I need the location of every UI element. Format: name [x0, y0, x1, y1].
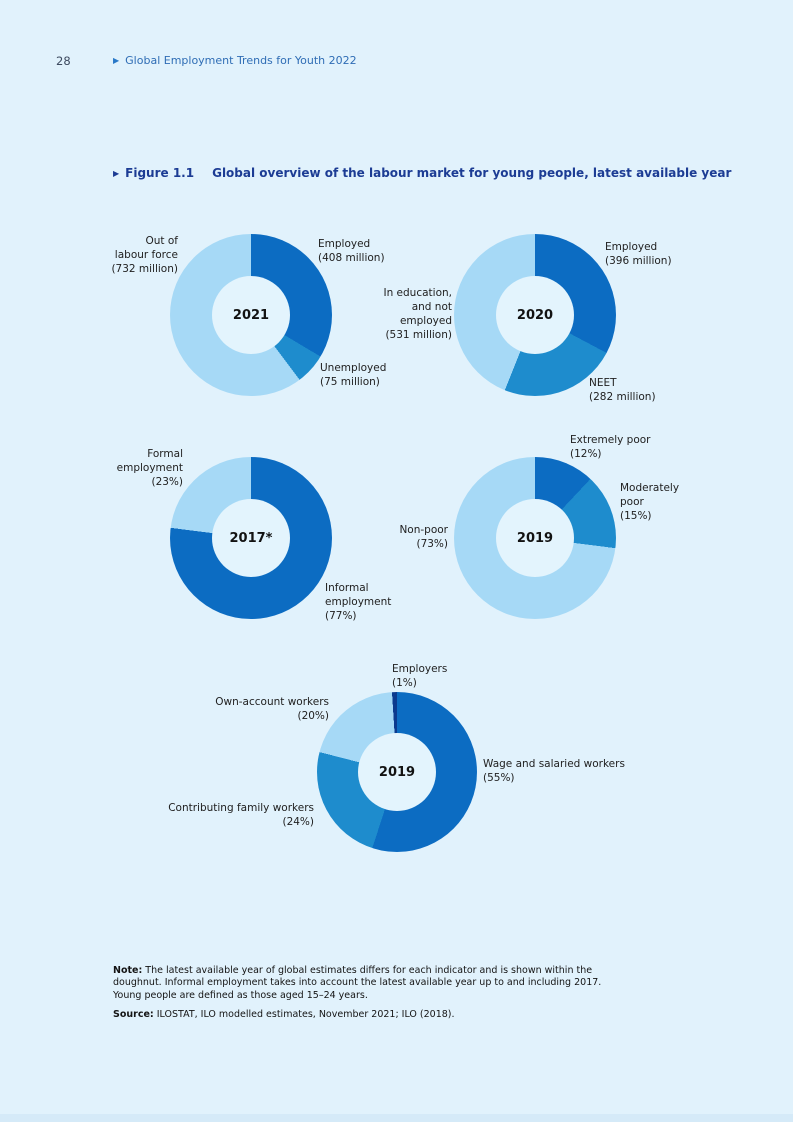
slice-label-neet: NEET (282 million) [589, 377, 656, 403]
bullet-triangle-icon: ▶ [113, 56, 120, 65]
slice-label-extremely-poor: Extremely poor (12%) [570, 434, 651, 460]
doughnut-hole: 2020 [496, 276, 574, 354]
doughnut-hole: 2019 [496, 499, 574, 577]
doughnut-chart-employment-status-2019: 2019 [317, 692, 477, 852]
figure-heading: Global overview of the labour market for… [212, 166, 732, 180]
slice-label-out-of-labour-force: Out of labour force (732 million) [111, 235, 178, 275]
doughnut-hole: 2017* [212, 499, 290, 577]
note-text: The latest available year of global esti… [113, 964, 602, 1001]
running-header: ▶ Global Employment Trends for Youth 202… [113, 54, 357, 67]
doughnut-center-year: 2017* [229, 530, 273, 546]
doughnut-chart-labour-force-2021: 2021 [170, 234, 332, 396]
note-label: Note: [113, 964, 143, 976]
source-text: ILOSTAT, ILO modelled estimates, Novembe… [156, 1008, 455, 1020]
doughnut-chart-informality-2017: 2017* [170, 457, 332, 619]
figure-note: Note: The latest available year of globa… [113, 965, 607, 1003]
slice-label-unemployed: Unemployed (75 million) [320, 362, 387, 388]
slice-label-own-account: Own-account workers (20%) [215, 696, 329, 722]
doughnut-center-year: 2020 [516, 307, 554, 323]
doughnut-chart-poverty-2019: 2019 [454, 457, 616, 619]
figure-label: Figure 1.1 [125, 166, 195, 180]
doughnut-center-year: 2021 [232, 307, 270, 323]
slice-label-non-poor: Non-poor (73%) [399, 524, 448, 550]
doughnut-center-year: 2019 [516, 530, 554, 546]
slice-label-moderately-poor: Moderately poor (15%) [620, 482, 680, 522]
slice-label-wage-salaried: Wage and salaried workers (55%) [483, 758, 625, 784]
page-number: 28 [56, 54, 71, 68]
source-label: Source: [113, 1008, 154, 1020]
figure-source: Source: ILOSTAT, ILO modelled estimates,… [113, 1009, 607, 1022]
doughnut-center-year: 2019 [378, 764, 416, 780]
doughnut-hole: 2019 [358, 733, 436, 811]
slice-label-employed: Employed (408 million) [318, 238, 385, 264]
slice-label-employed: Employed (396 million) [605, 241, 672, 267]
running-header-title: Global Employment Trends for Youth 2022 [125, 54, 357, 67]
doughnut-hole: 2021 [212, 276, 290, 354]
slice-label-contributing-family: Contributing family workers (24%) [168, 802, 314, 828]
page-bottom-band [0, 1114, 793, 1122]
slice-label-formal-employment: Formal employment (23%) [116, 448, 183, 488]
figure-title: ▶ Figure 1.1 Global overview of the labo… [113, 166, 731, 180]
slice-label-employers: Employers (1%) [392, 663, 448, 689]
bullet-triangle-icon: ▶ [113, 168, 120, 178]
slice-label-in-education: In education, and not employed (531 mill… [383, 287, 452, 341]
doughnut-chart-neet-2020: 2020 [454, 234, 616, 396]
slice-label-informal-employment: Informal employment (77%) [325, 582, 392, 622]
